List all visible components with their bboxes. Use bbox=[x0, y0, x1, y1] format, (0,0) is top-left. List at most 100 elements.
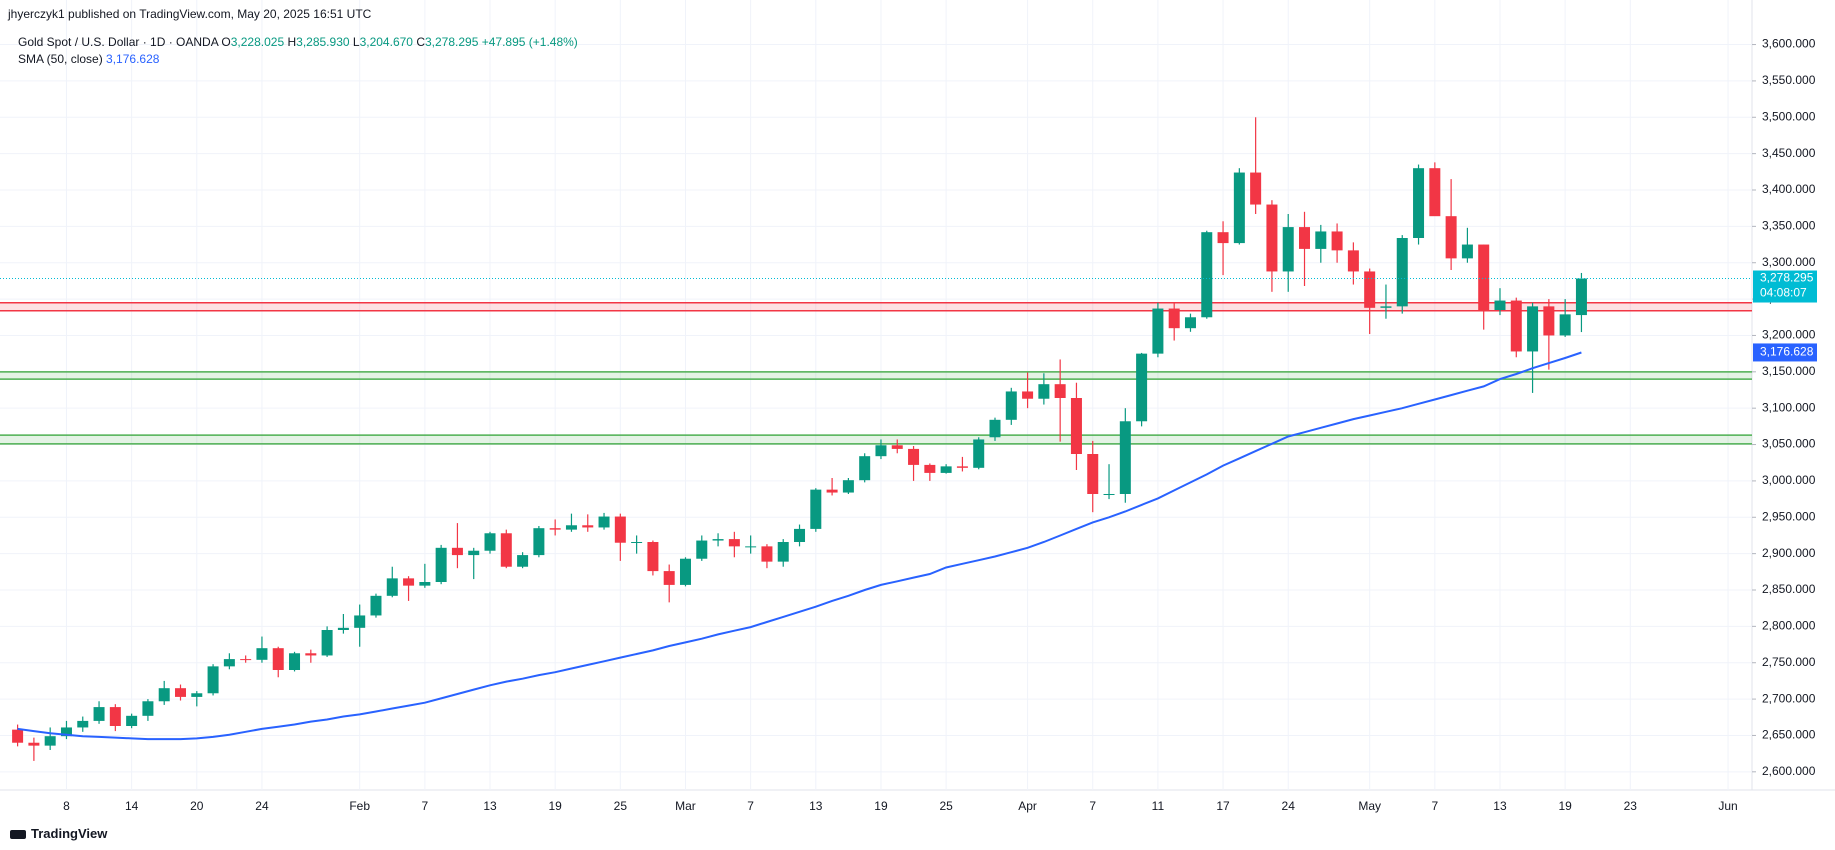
x-tick-label: 17 bbox=[1216, 799, 1230, 813]
candle-body bbox=[77, 720, 89, 728]
candle-body bbox=[777, 542, 789, 562]
last-price-label: 3,278.295 bbox=[1760, 271, 1814, 285]
candle-body bbox=[712, 539, 724, 541]
candle-body bbox=[1364, 271, 1376, 308]
x-tick-label: 14 bbox=[125, 799, 139, 813]
y-tick-label: 3,050.000 bbox=[1762, 437, 1816, 451]
y-tick-label: 3,350.000 bbox=[1762, 219, 1816, 233]
candle-body bbox=[337, 627, 349, 630]
y-tick-label: 2,750.000 bbox=[1762, 655, 1816, 669]
candle-body bbox=[1119, 421, 1131, 494]
candle-body bbox=[1233, 172, 1245, 244]
candle-body bbox=[1331, 231, 1343, 251]
candle-body bbox=[386, 578, 398, 596]
candle-body bbox=[175, 688, 186, 697]
y-tick-label: 3,600.000 bbox=[1762, 37, 1816, 51]
y-tick-label: 3,450.000 bbox=[1762, 146, 1816, 160]
close-label: C bbox=[416, 35, 425, 49]
close-value: 3,278.295 bbox=[424, 35, 479, 49]
x-tick-label: 24 bbox=[255, 799, 269, 813]
y-tick-label: 3,100.000 bbox=[1762, 400, 1816, 414]
zone bbox=[0, 302, 1752, 311]
indicator-name: SMA (50, close) bbox=[18, 52, 103, 66]
candle-body bbox=[142, 701, 154, 716]
y-tick-label: 3,550.000 bbox=[1762, 73, 1816, 87]
candle-body bbox=[1445, 216, 1457, 259]
candle-body bbox=[1380, 306, 1392, 308]
candle-body bbox=[12, 729, 24, 743]
candle-body bbox=[891, 445, 903, 449]
candle-body bbox=[908, 448, 920, 465]
y-tick-label: 2,800.000 bbox=[1762, 619, 1816, 633]
candle-body bbox=[1510, 300, 1522, 352]
candle-body bbox=[109, 707, 121, 726]
candle-body bbox=[1136, 353, 1148, 422]
x-tick-label: Feb bbox=[349, 799, 370, 813]
candle-body bbox=[468, 550, 480, 556]
candle-body bbox=[1005, 391, 1017, 420]
x-tick-label: Mar bbox=[675, 799, 696, 813]
x-tick-label: 20 bbox=[190, 799, 204, 813]
candle-body bbox=[517, 555, 529, 567]
candle-body bbox=[1347, 250, 1359, 272]
candle-body bbox=[28, 742, 40, 746]
candle-body bbox=[1575, 278, 1587, 316]
candle-body bbox=[500, 533, 512, 567]
candle-body bbox=[1494, 300, 1506, 310]
x-tick-label: 13 bbox=[483, 799, 497, 813]
candle-body bbox=[598, 516, 610, 528]
x-tick-label: 25 bbox=[939, 799, 953, 813]
x-tick-label: Apr bbox=[1018, 799, 1037, 813]
candle-body bbox=[435, 547, 447, 582]
candle-body bbox=[565, 525, 577, 530]
candle-body bbox=[1299, 227, 1311, 249]
x-tick-label: 7 bbox=[1089, 799, 1096, 813]
candle-body bbox=[696, 540, 708, 559]
candle-body bbox=[924, 464, 936, 473]
sma-line bbox=[17, 351, 1582, 741]
y-tick-label: 2,700.000 bbox=[1762, 691, 1816, 705]
candle-body bbox=[1396, 238, 1408, 307]
candle-body bbox=[272, 648, 284, 670]
x-tick-label: 7 bbox=[747, 799, 754, 813]
candle-body bbox=[973, 439, 985, 468]
candle-body bbox=[1022, 391, 1034, 399]
x-tick-label: 7 bbox=[1431, 799, 1438, 813]
sma-tag bbox=[1753, 343, 1817, 362]
x-tick-label: 13 bbox=[1493, 799, 1507, 813]
x-tick-label: May bbox=[1358, 799, 1381, 813]
candle-body bbox=[1527, 306, 1539, 352]
y-tick-label: 3,150.000 bbox=[1762, 364, 1816, 378]
x-tick-label: 11 bbox=[1152, 799, 1165, 813]
x-tick-label: 23 bbox=[1624, 799, 1638, 813]
candle-body bbox=[810, 489, 822, 529]
candle-body bbox=[403, 578, 415, 586]
publisher: jhyerczyk1 published on TradingView.com,… bbox=[8, 7, 372, 21]
candle-body bbox=[370, 595, 382, 616]
ohlc-legend: Gold Spot / U.S. Dollar · 1D · OANDA O3,… bbox=[18, 35, 578, 49]
candle-body bbox=[728, 539, 740, 547]
x-tick-label: 8 bbox=[63, 799, 70, 813]
candle-body bbox=[745, 546, 757, 548]
zone bbox=[0, 371, 1752, 380]
candle-body bbox=[191, 693, 203, 697]
candle-body bbox=[549, 528, 561, 530]
candle-body bbox=[1168, 308, 1180, 329]
candle-body bbox=[1543, 306, 1555, 336]
y-tick-label: 3,400.000 bbox=[1762, 182, 1816, 196]
candle-body bbox=[60, 727, 72, 737]
candle-body bbox=[321, 630, 333, 656]
open-value: 3,228.025 bbox=[230, 35, 285, 49]
y-tick-label: 2,950.000 bbox=[1762, 509, 1816, 523]
y-tick-label: 2,600.000 bbox=[1762, 764, 1816, 778]
footer-logo: TradingView bbox=[10, 826, 107, 841]
candle-body bbox=[794, 528, 806, 542]
candle-body bbox=[582, 525, 594, 528]
candle-body bbox=[256, 648, 268, 660]
candle-body bbox=[207, 666, 219, 694]
candle-body bbox=[647, 542, 659, 572]
candle-body bbox=[875, 445, 887, 457]
candle-body bbox=[1461, 244, 1473, 259]
